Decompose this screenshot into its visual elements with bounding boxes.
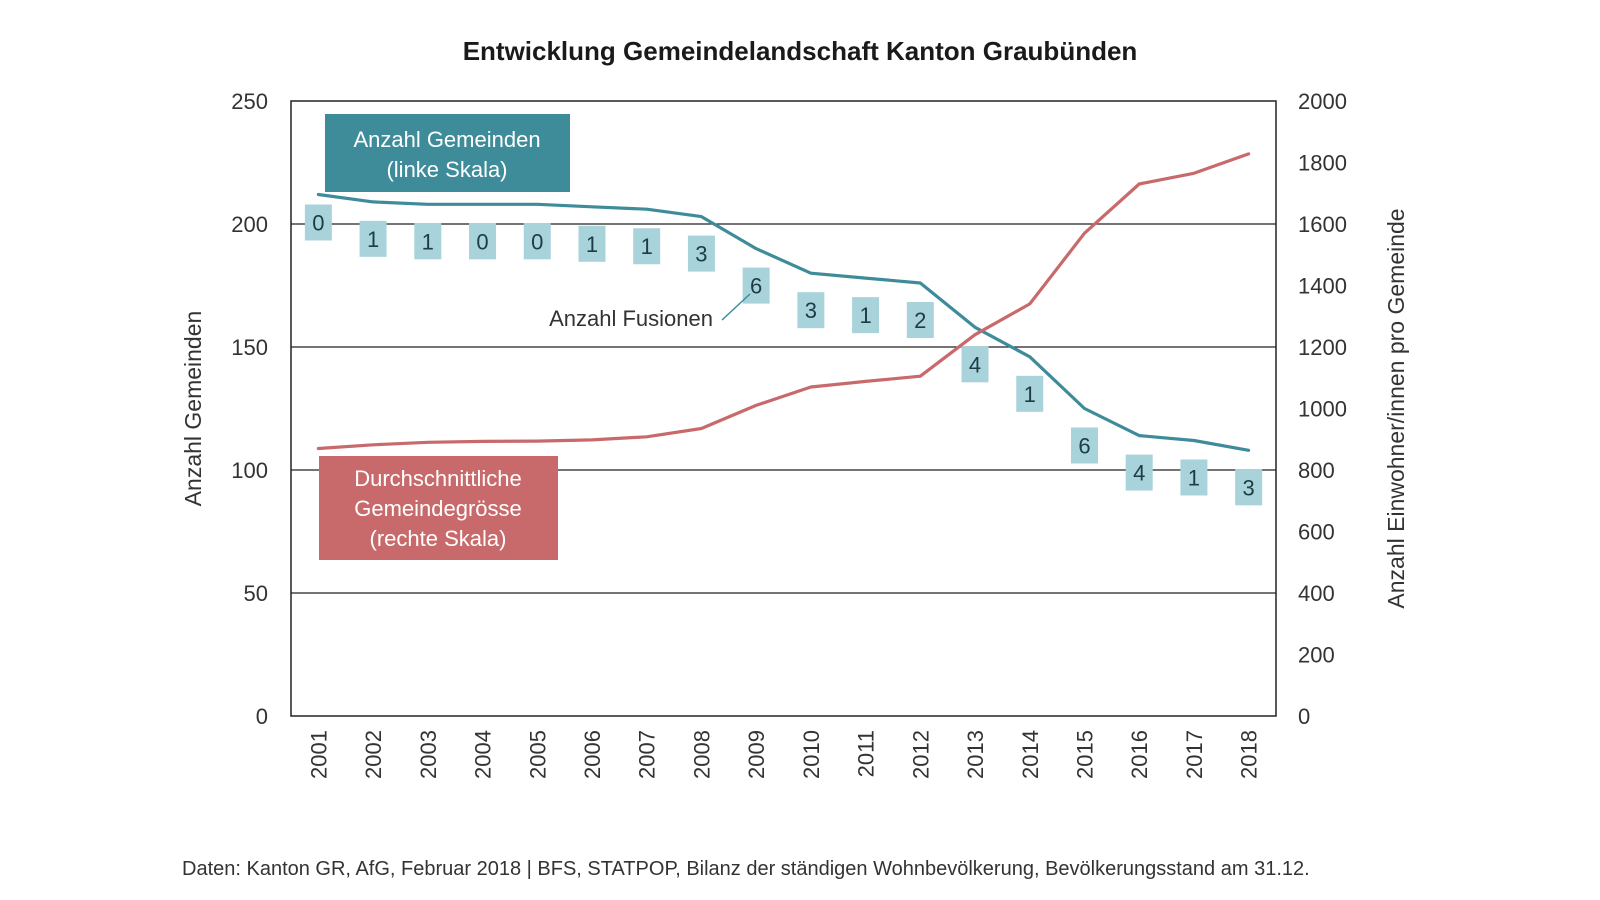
y-right-tick-label: 1000	[1298, 397, 1347, 422]
x-tick-label: 2001	[306, 730, 331, 779]
fusion-badge-label: 1	[367, 227, 379, 252]
x-tick-label: 2009	[744, 730, 769, 779]
y-right-axis-title: Anzahl Einwohner/innen pro Gemeinde	[1383, 208, 1409, 608]
fusion-badge	[523, 223, 551, 260]
x-tick-label: 2008	[689, 730, 714, 779]
fusion-badge	[797, 292, 825, 329]
legend-label-gemeindegroesse: Durchschnittliche	[354, 466, 522, 491]
fusion-badge-label: 4	[1133, 461, 1145, 486]
y-right-tick-label: 200	[1298, 643, 1335, 668]
x-tick-label: 2012	[908, 730, 933, 779]
x-tick-label: 2016	[1127, 730, 1152, 779]
fusion-badge	[359, 220, 387, 257]
legend-label-gemeindegroesse: Gemeindegrösse	[354, 496, 522, 521]
fusion-badge-label: 1	[1024, 382, 1036, 407]
y-right-tick-label: 800	[1298, 458, 1335, 483]
legend-label-gemeinden: Anzahl Gemeinden	[353, 127, 540, 152]
legend-label-gemeinden: (linke Skala)	[386, 157, 507, 182]
x-tick-label: 2017	[1182, 730, 1207, 779]
fusion-badge-label: 0	[312, 210, 324, 235]
series-line-gemeinden	[316, 192, 1251, 452]
fusion-badge	[961, 346, 989, 383]
y-right-tick-label: 2000	[1298, 89, 1347, 114]
fusion-badge	[1125, 454, 1153, 491]
fusion-badge	[1070, 427, 1098, 464]
x-tick-label: 2004	[471, 730, 496, 779]
fusion-badge-label: 1	[1188, 465, 1200, 490]
fusion-badge-label: 1	[586, 232, 598, 257]
legend-label-gemeindegroesse: (rechte Skala)	[370, 526, 507, 551]
fusion-badge-label: 3	[695, 242, 707, 267]
legend-box-gemeindegroesse	[319, 456, 558, 560]
y-left-tick-label: 200	[231, 212, 268, 237]
x-tick-label: 2018	[1237, 730, 1262, 779]
fusion-badge-label: 1	[422, 229, 434, 254]
x-tick-label: 2005	[525, 730, 550, 779]
x-tick-label: 2014	[1018, 730, 1043, 779]
y-left-tick-label: 50	[244, 581, 268, 606]
plot-frame	[290, 100, 1277, 717]
x-tick-label: 2013	[963, 730, 988, 779]
y-right-tick-label: 1200	[1298, 335, 1347, 360]
annotation-leader-line	[721, 293, 751, 321]
fusion-badge-label: 0	[476, 229, 488, 254]
fusion-badge	[414, 223, 442, 260]
chart-title: Entwicklung Gemeindelandschaft Kanton Gr…	[462, 36, 1138, 66]
fusion-badge-label: 6	[1078, 434, 1090, 459]
x-tick-label: 2006	[580, 730, 605, 779]
fusion-badge	[1180, 459, 1208, 496]
y-right-tick-label: 400	[1298, 581, 1335, 606]
fusion-badge	[1016, 375, 1044, 412]
x-tick-label: 2003	[416, 730, 441, 779]
x-tick-label: 2011	[854, 730, 879, 777]
y-right-tick-label: 1600	[1298, 212, 1347, 237]
fusion-badge-label: 2	[914, 308, 926, 333]
y-left-tick-label: 0	[256, 704, 268, 729]
fusion-badge	[852, 297, 880, 334]
fusion-badge-label: 6	[750, 274, 762, 299]
fusion-badge-label: 3	[1243, 475, 1255, 500]
fusion-badge	[578, 225, 606, 262]
y-right-tick-label: 1400	[1298, 274, 1347, 299]
fusion-badge-label: 1	[641, 234, 653, 259]
x-tick-label: 2010	[799, 730, 824, 779]
y-left-axis-title: Anzahl Gemeinden	[180, 311, 206, 507]
series-line-gemeindegroesse	[316, 152, 1251, 451]
fusion-badge	[687, 235, 715, 272]
fusion-badge	[304, 204, 332, 241]
annotation-fusionen: Anzahl Fusionen	[549, 306, 713, 331]
y-left-tick-label: 100	[231, 458, 268, 483]
x-tick-label: 2007	[635, 730, 660, 779]
fusion-badge	[1235, 469, 1263, 506]
source-note: Daten: Kanton GR, AfG, Februar 2018 | BF…	[182, 858, 1310, 880]
x-tick-label: 2002	[361, 730, 386, 779]
y-left-tick-label: 150	[231, 335, 268, 360]
fusion-badge-label: 3	[805, 298, 817, 323]
fusion-badge	[906, 302, 934, 339]
fusion-badge-label: 1	[859, 303, 871, 328]
y-right-tick-label: 1800	[1298, 151, 1347, 176]
y-right-tick-label: 0	[1298, 704, 1310, 729]
fusion-badge-label: 0	[531, 229, 543, 254]
x-tick-label: 2015	[1072, 730, 1097, 779]
y-right-tick-label: 600	[1298, 520, 1335, 545]
fusion-badge-label: 4	[969, 352, 981, 377]
y-left-tick-label: 250	[231, 89, 268, 114]
fusion-badge	[469, 223, 497, 260]
legend-box-gemeinden	[325, 114, 570, 192]
fusion-badge	[633, 228, 661, 265]
